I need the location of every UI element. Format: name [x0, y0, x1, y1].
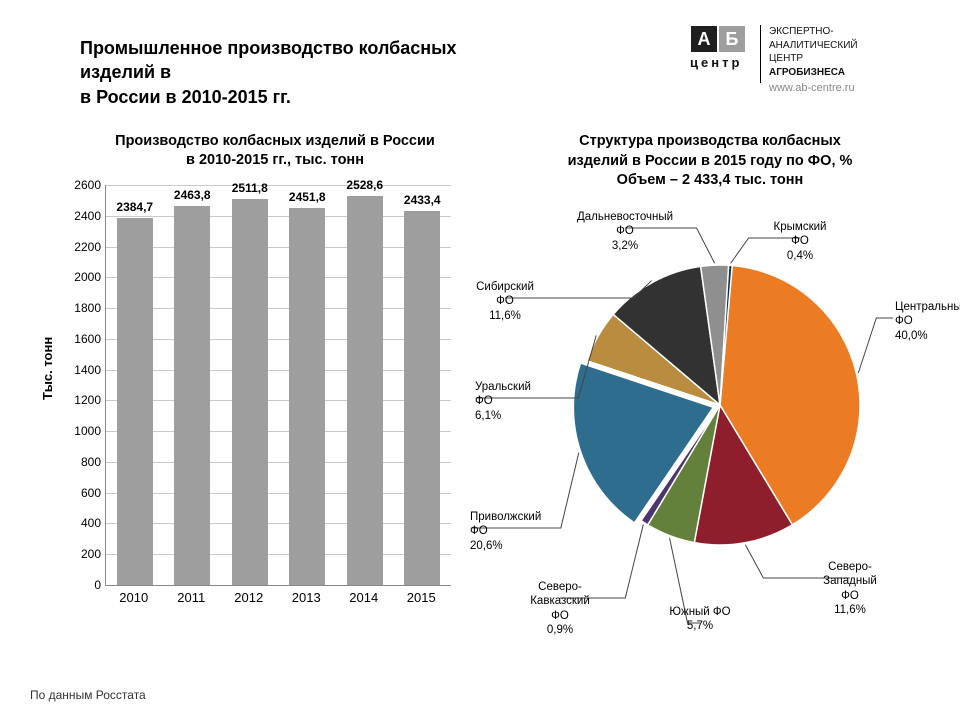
pie-label: Южный ФО5,7%	[669, 605, 730, 634]
main-title: Промышленное производство колбасных изде…	[80, 36, 530, 109]
bar-value-label: 2451,8	[282, 190, 332, 204]
bar-gridline	[106, 247, 451, 248]
bar-ytick: 1200	[56, 393, 101, 407]
bar-gridline	[106, 370, 451, 371]
bar-value-label: 2384,7	[110, 200, 160, 214]
pie-label: СибирскийФО11,6%	[476, 280, 534, 323]
bar-ytick: 200	[56, 547, 101, 561]
pie-svg	[570, 255, 870, 555]
bar-gridline	[106, 554, 451, 555]
bar	[347, 196, 383, 585]
logo-divider	[760, 25, 761, 83]
bar-ytick: 2000	[56, 270, 101, 284]
bar-gridline	[106, 339, 451, 340]
pie-chart-title: Структура производства колбасных изделий…	[510, 132, 910, 191]
bar	[174, 206, 210, 585]
bar-ytick: 1000	[56, 424, 101, 438]
pie-chart	[570, 255, 870, 555]
bar-gridline	[106, 400, 451, 401]
bar	[404, 211, 440, 585]
bar-gridline	[106, 493, 451, 494]
logo-letter-b: Б	[719, 26, 745, 52]
bar-chart: 0200400600800100012001400160018002000220…	[105, 185, 450, 615]
logo-centre: центр	[690, 55, 746, 70]
main-title-line1: Промышленное производство колбасных изде…	[80, 36, 530, 85]
bar-xtick: 2015	[407, 590, 436, 605]
logo-right: ЭКСПЕРТНО- АНАЛИТИЧЕСКИЙ ЦЕНТР АГРОБИЗНЕ…	[769, 25, 858, 79]
bar-ytick: 1600	[56, 332, 101, 346]
bar	[232, 199, 268, 585]
bar-xtick: 2014	[349, 590, 378, 605]
logo: А Б центр ЭКСПЕРТНО- АНАЛИТИЧЕСКИЙ ЦЕНТР…	[690, 25, 930, 95]
bar-ytick: 2600	[56, 178, 101, 192]
bar-ylabel: Тыс. тонн	[40, 337, 55, 400]
pie-label: ЦентральныйФО40,0%	[895, 300, 960, 343]
bar-value-label: 2433,4	[397, 193, 447, 207]
bar-ytick: 800	[56, 455, 101, 469]
bar-ytick: 400	[56, 516, 101, 530]
bar	[289, 208, 325, 585]
bar-chart-title: Производство колбасных изделий в России …	[110, 132, 440, 170]
bar-xtick: 2010	[119, 590, 148, 605]
bar-ytick: 600	[56, 486, 101, 500]
bar-gridline	[106, 523, 451, 524]
pie-label: ДальневосточныйФО3,2%	[577, 210, 673, 253]
bar-xtick: 2012	[234, 590, 263, 605]
bar-xtick: 2011	[177, 590, 205, 605]
bar-ytick: 2400	[56, 209, 101, 223]
bar-gridline	[106, 216, 451, 217]
bar-gridline	[106, 431, 451, 432]
logo-url: www.ab-centre.ru	[769, 82, 858, 94]
bar-gridline	[106, 185, 451, 186]
bar-gridline	[106, 308, 451, 309]
bar-ytick: 0	[56, 578, 101, 592]
bar-gridline	[106, 462, 451, 463]
bar-value-label: 2528,6	[340, 178, 390, 192]
bar-gridline	[106, 277, 451, 278]
bar-ytick: 1400	[56, 363, 101, 377]
main-title-line2: в России в 2010-2015 гг.	[80, 85, 530, 109]
bar-plot-area: 0200400600800100012001400160018002000220…	[105, 185, 451, 586]
pie-label: УральскийФО6,1%	[475, 380, 531, 423]
bar-ytick: 1800	[56, 301, 101, 315]
pie-label: КрымскийФО0,4%	[774, 220, 827, 263]
pie-label: ПриволжскийФО20,6%	[470, 510, 541, 553]
bar-value-label: 2463,8	[167, 188, 217, 202]
logo-letter-a: А	[691, 26, 717, 52]
pie-label: Северо-ЗападныйФО11,6%	[823, 560, 877, 618]
bar-xtick: 2013	[292, 590, 321, 605]
bar	[117, 218, 153, 585]
source-footer: По данным Росстата	[30, 688, 146, 702]
pie-label: Северо-КавказскийФО0,9%	[530, 580, 590, 638]
bar-value-label: 2511,8	[225, 181, 275, 195]
bar-ytick: 2200	[56, 240, 101, 254]
